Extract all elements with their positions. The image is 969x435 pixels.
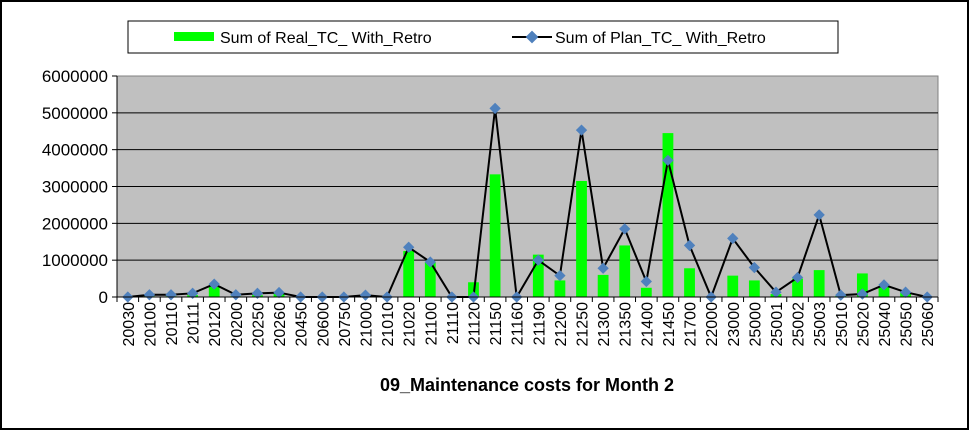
x-tick-label: 21020 bbox=[402, 302, 419, 347]
bar bbox=[598, 275, 609, 297]
x-tick-label: 21150 bbox=[488, 302, 505, 345]
x-tick-label: 20030 bbox=[121, 302, 138, 347]
x-tick-label: 21010 bbox=[380, 302, 397, 347]
x-axis-title: 09_Maintenance costs for Month 2 bbox=[380, 375, 674, 395]
x-tick-label: 20100 bbox=[142, 302, 159, 347]
bar bbox=[727, 276, 738, 297]
x-tick-label: 25060 bbox=[920, 302, 937, 347]
x-tick-label: 20110 bbox=[164, 302, 181, 345]
x-tick-label: 25020 bbox=[855, 302, 872, 347]
legend: Sum of Real_TC_ With_Retro Sum of Plan_T… bbox=[128, 21, 838, 53]
x-tick-label: 20111 bbox=[186, 302, 203, 344]
x-tick-label: 23000 bbox=[726, 302, 743, 347]
y-tick-label: 5000000 bbox=[42, 104, 108, 123]
y-tick-label: 6000000 bbox=[42, 67, 108, 86]
bar bbox=[641, 288, 652, 297]
x-tick-label: 21120 bbox=[466, 302, 483, 345]
x-tick-label: 21700 bbox=[683, 302, 700, 347]
bar bbox=[619, 245, 630, 297]
x-tick-label: 21110 bbox=[445, 302, 462, 344]
x-tick-label: 20450 bbox=[294, 302, 311, 347]
x-tick-label: 25003 bbox=[812, 302, 829, 347]
x-tick-label: 22000 bbox=[704, 302, 721, 347]
x-tick-label: 21190 bbox=[531, 302, 548, 345]
legend-swatch-real bbox=[174, 32, 214, 41]
x-tick-label: 25010 bbox=[834, 302, 851, 347]
x-tick-label: 20750 bbox=[337, 302, 354, 347]
bar bbox=[684, 268, 695, 297]
y-tick-label: 0 bbox=[99, 288, 108, 307]
x-tick-label: 21200 bbox=[553, 302, 570, 347]
x-tick-label: 21100 bbox=[423, 302, 440, 345]
x-tick-label: 20120 bbox=[207, 302, 224, 347]
x-tick-label: 20260 bbox=[272, 302, 289, 347]
bar bbox=[555, 280, 566, 297]
y-tick-label: 3000000 bbox=[42, 178, 108, 197]
x-tick-label: 25001 bbox=[769, 302, 786, 347]
x-tick-label: 25002 bbox=[791, 302, 808, 347]
legend-label-plan: Sum of Plan_TC_ With_Retro bbox=[555, 30, 766, 47]
y-tick-label: 4000000 bbox=[42, 141, 108, 160]
x-tick-label: 20200 bbox=[229, 302, 246, 347]
y-tick-label: 2000000 bbox=[42, 214, 108, 233]
x-tick-label: 20600 bbox=[315, 302, 332, 347]
bar bbox=[814, 270, 825, 297]
x-tick-label: 21250 bbox=[575, 302, 592, 347]
x-tick-label: 21350 bbox=[618, 302, 635, 347]
x-tick-label: 21300 bbox=[596, 302, 613, 347]
legend-label-real: Sum of Real_TC_ With_Retro bbox=[220, 30, 432, 47]
bar bbox=[490, 174, 501, 297]
x-tick-label: 21400 bbox=[639, 302, 656, 347]
x-tick-label: 25000 bbox=[747, 302, 764, 347]
y-tick-label: 1000000 bbox=[42, 251, 108, 270]
x-tick-label: 21000 bbox=[358, 302, 375, 347]
bar bbox=[749, 280, 760, 297]
x-tick-label: 21450 bbox=[661, 302, 678, 347]
x-tick-label: 20250 bbox=[250, 302, 267, 347]
x-tick-label: 21160 bbox=[510, 302, 527, 345]
x-tick-label: 25040 bbox=[877, 302, 894, 347]
x-tick-label: 25050 bbox=[899, 302, 916, 347]
bar bbox=[576, 181, 587, 297]
